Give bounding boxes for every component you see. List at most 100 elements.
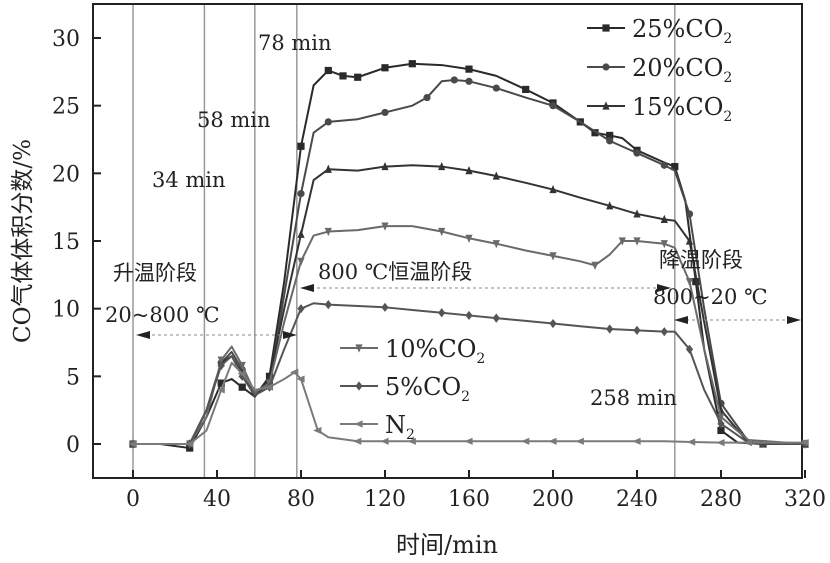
annotation-heat-stage: 升温阶段 — [113, 261, 197, 285]
data-point-25%CO2 — [465, 65, 473, 73]
data-point-15%CO2 — [606, 201, 614, 210]
legend-label: 25%CO2 — [632, 15, 732, 47]
x-tick-label: 280 — [700, 487, 742, 512]
data-point-N2 — [687, 438, 696, 446]
y-tick-label: 25 — [52, 95, 80, 120]
x-axis-label: 时间/min — [396, 531, 498, 559]
data-point-N2 — [407, 437, 416, 445]
data-point-20%CO2 — [465, 77, 473, 85]
data-point-5%CO2 — [465, 310, 473, 321]
hold-arrow-right-head — [657, 284, 671, 292]
y-tick-label: 5 — [66, 365, 80, 390]
data-point-10%CO2 — [381, 222, 389, 231]
data-point-N2 — [548, 437, 557, 445]
data-point-5%CO2 — [438, 308, 446, 318]
y-tick-label: 0 — [66, 433, 80, 458]
data-point-20%CO2 — [492, 84, 500, 92]
data-point-15%CO2 — [685, 236, 694, 245]
legend-marker — [602, 63, 610, 71]
annotation-78min: 78 min — [258, 31, 332, 55]
x-tick-label: 120 — [364, 487, 406, 512]
data-point-10%CO2 — [438, 227, 446, 237]
legend-label-subscript: 2 — [723, 70, 732, 86]
data-point-N2 — [716, 439, 725, 447]
x-tick-label: 80 — [287, 487, 315, 512]
series-5%CO2 — [129, 300, 809, 449]
legend-label: 10%CO2 — [385, 335, 485, 367]
legend-marker — [354, 420, 363, 428]
legend-label: N2 — [385, 411, 415, 443]
legend-item-5%CO2: 5%CO2 — [340, 373, 470, 405]
data-point-N2 — [575, 437, 584, 445]
y-tick-label: 20 — [52, 162, 80, 187]
annotation-heat-range: 20~800 ℃ — [105, 303, 220, 327]
data-point-15%CO2 — [381, 161, 389, 171]
legend-label: 15%CO2 — [632, 93, 732, 125]
data-point-N2 — [800, 439, 809, 447]
data-point-25%CO2 — [381, 64, 389, 72]
data-point-10%CO2 — [297, 257, 305, 266]
data-point-5%CO2 — [217, 360, 225, 371]
data-point-10%CO2 — [492, 240, 500, 249]
data-point-N2 — [237, 370, 246, 378]
data-point-N2 — [128, 440, 137, 448]
data-point-N2 — [380, 437, 389, 445]
annotation-cool-stage: 降温阶段 — [659, 248, 743, 272]
data-point-20%CO2 — [450, 76, 458, 84]
data-point-15%CO2 — [660, 214, 668, 223]
data-point-10%CO2 — [217, 356, 225, 365]
data-point-5%CO2 — [324, 300, 332, 310]
data-point-5%CO2 — [606, 324, 614, 334]
legend-label: 5%CO2 — [385, 373, 470, 405]
hold-arrow-left-head — [300, 284, 314, 292]
heat-arrow-left-head — [136, 331, 150, 339]
series-10%CO2 — [129, 222, 809, 449]
x-tick-label: 40 — [203, 487, 231, 512]
data-point-5%CO2 — [685, 344, 694, 354]
data-point-20%CO2 — [297, 190, 305, 198]
data-point-20%CO2 — [381, 108, 389, 117]
data-point-25%CO2 — [339, 72, 347, 80]
x-tick-label: 160 — [448, 487, 490, 512]
data-point-5%CO2 — [238, 371, 246, 381]
series-line-20%CO2 — [133, 78, 805, 445]
cool-arrow-left-head — [674, 316, 688, 324]
data-point-N2 — [743, 439, 752, 447]
legend-label-subscript: 2 — [723, 31, 732, 47]
y-tick-label: 10 — [52, 298, 80, 323]
legend-label-subscript: 2 — [723, 109, 732, 125]
data-point-25%CO2 — [671, 162, 679, 171]
data-point-20%CO2 — [633, 149, 641, 157]
legend-marker — [355, 381, 363, 391]
data-point-25%CO2 — [217, 379, 225, 387]
data-point-5%CO2 — [492, 313, 500, 323]
data-point-20%CO2 — [660, 161, 668, 169]
data-point-10%CO2 — [633, 237, 641, 246]
y-axis-label: CO气体体积分数/% — [10, 139, 36, 343]
x-tick-label: 240 — [616, 487, 658, 512]
data-point-5%CO2 — [381, 302, 389, 312]
data-point-N2 — [632, 437, 641, 445]
data-point-15%CO2 — [324, 164, 332, 173]
data-point-25%CO2 — [324, 66, 332, 75]
data-point-N2 — [216, 386, 225, 394]
legend-label-subscript: 2 — [476, 351, 485, 367]
annotation-58min: 58 min — [197, 108, 271, 132]
data-point-10%CO2 — [465, 234, 473, 243]
data-point-5%CO2 — [633, 325, 641, 335]
data-point-10%CO2 — [685, 278, 694, 287]
data-point-15%CO2 — [465, 166, 473, 175]
data-point-N2 — [353, 437, 362, 445]
data-point-5%CO2 — [660, 327, 668, 337]
data-point-15%CO2 — [297, 229, 305, 238]
x-tick-label: 200 — [532, 487, 574, 512]
data-point-10%CO2 — [618, 237, 626, 246]
annotation-cool-range: 800~20 ℃ — [653, 285, 768, 309]
data-point-25%CO2 — [591, 129, 599, 137]
heat-arrow-right-head — [283, 331, 297, 339]
data-point-N2 — [290, 368, 299, 376]
data-point-25%CO2 — [717, 426, 725, 435]
data-point-15%CO2 — [549, 184, 557, 194]
legend-label: 20%CO2 — [632, 54, 732, 86]
data-point-N2 — [296, 375, 305, 383]
